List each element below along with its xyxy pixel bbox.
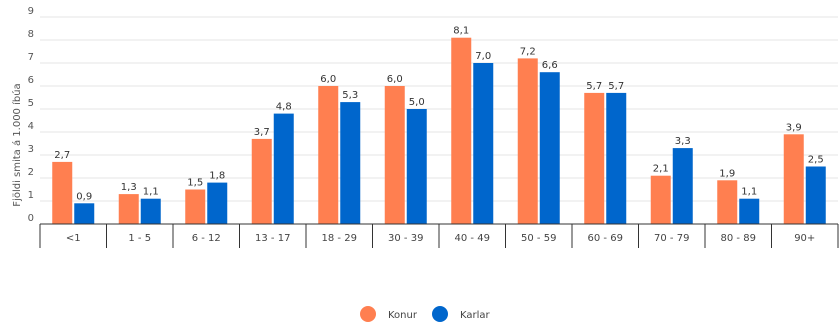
data-label: 6,6	[542, 60, 558, 71]
bar	[606, 92, 627, 225]
x-tick-label: 60 - 69	[588, 233, 623, 244]
bar	[273, 113, 294, 224]
data-label: 1,9	[719, 168, 735, 179]
x-tick-label: 6 - 12	[192, 233, 221, 244]
data-label: 4,8	[276, 102, 292, 113]
bar	[52, 161, 73, 224]
data-label: 7,2	[520, 46, 536, 57]
y-tick-label: 1	[28, 190, 34, 201]
data-label: 5,0	[409, 97, 425, 108]
y-tick-label: 4	[28, 121, 34, 132]
bar	[251, 138, 272, 224]
bar	[584, 92, 605, 225]
x-tick-label: 13 - 17	[255, 233, 290, 244]
data-label: 6,0	[387, 74, 403, 85]
data-label: 7,0	[475, 51, 491, 62]
y-tick-label: 0	[28, 213, 34, 224]
bar	[207, 182, 228, 224]
legend-marker	[360, 306, 376, 322]
y-tick-label: 9	[28, 6, 34, 17]
data-label: 0,9	[76, 191, 92, 202]
y-tick-label: 5	[28, 98, 34, 109]
data-label: 3,9	[786, 122, 802, 133]
data-label: 3,7	[254, 127, 270, 138]
data-label: 1,1	[143, 187, 159, 198]
bar	[340, 102, 361, 224]
bar	[406, 109, 427, 224]
data-label: 1,1	[741, 187, 757, 198]
data-label: 1,8	[209, 171, 225, 182]
x-tick-label: 18 - 29	[322, 233, 357, 244]
bar	[185, 189, 206, 224]
data-label: 2,1	[653, 164, 669, 175]
x-tick-label: 80 - 89	[721, 233, 756, 244]
bar	[539, 72, 560, 224]
x-tick-label: 1 - 5	[128, 233, 151, 244]
bar	[451, 37, 472, 225]
y-tick-label: 6	[28, 75, 34, 86]
data-label: 6,0	[320, 74, 336, 85]
bar	[140, 198, 161, 224]
x-axis: <1 1 - 5 6 - 12 13 - 17 18 - 29 30 - 39 40 - 4…	[39, 223, 839, 248]
y-axis-label: Fjöldi smita á 1.000 íbúa	[11, 83, 23, 206]
data-label: 8,1	[453, 26, 469, 37]
bar	[739, 198, 760, 224]
bar	[517, 58, 538, 225]
bar	[473, 63, 494, 224]
y-tick-label: 3	[28, 144, 34, 155]
bar	[783, 134, 804, 224]
bar	[650, 175, 671, 224]
data-label: 5,3	[342, 90, 358, 101]
x-tick-label: 90+	[794, 233, 815, 244]
legend-label: Karlar	[460, 310, 491, 321]
bar	[805, 166, 826, 224]
bar	[74, 203, 95, 224]
bars: 2,7 1,3 1,5 3,7 6,0 6,0 8,1 7,2 5,7 2,1 1,9 3,9 0,9 1…	[52, 26, 826, 225]
data-label: 2,5	[808, 155, 824, 166]
data-label: 2,7	[54, 150, 70, 161]
x-tick-label: 30 - 39	[388, 233, 423, 244]
x-tick-label: 40 - 49	[455, 233, 490, 244]
y-tick-label: 2	[28, 167, 34, 178]
data-label: 5,7	[586, 81, 602, 92]
data-label: 3,3	[675, 136, 691, 147]
y-tick-label: 8	[28, 29, 34, 40]
data-label: 1,3	[121, 182, 137, 193]
data-label: 5,7	[608, 81, 624, 92]
bar	[672, 148, 693, 224]
bar	[118, 194, 139, 224]
y-tick-label: 7	[28, 52, 34, 63]
legend-label: Konur	[388, 310, 418, 321]
x-tick-label: 70 - 79	[654, 233, 689, 244]
x-tick-label: 50 - 59	[521, 233, 556, 244]
legend: Konur Karlar	[360, 306, 491, 322]
x-tick-label: <1	[66, 233, 81, 244]
bar	[318, 86, 339, 224]
data-label: 1,5	[187, 178, 203, 189]
bar	[384, 86, 405, 224]
grid: 0 1 2 3 4 5 6 7 8 9	[28, 6, 838, 224]
bar	[717, 180, 738, 224]
legend-marker	[432, 306, 448, 322]
